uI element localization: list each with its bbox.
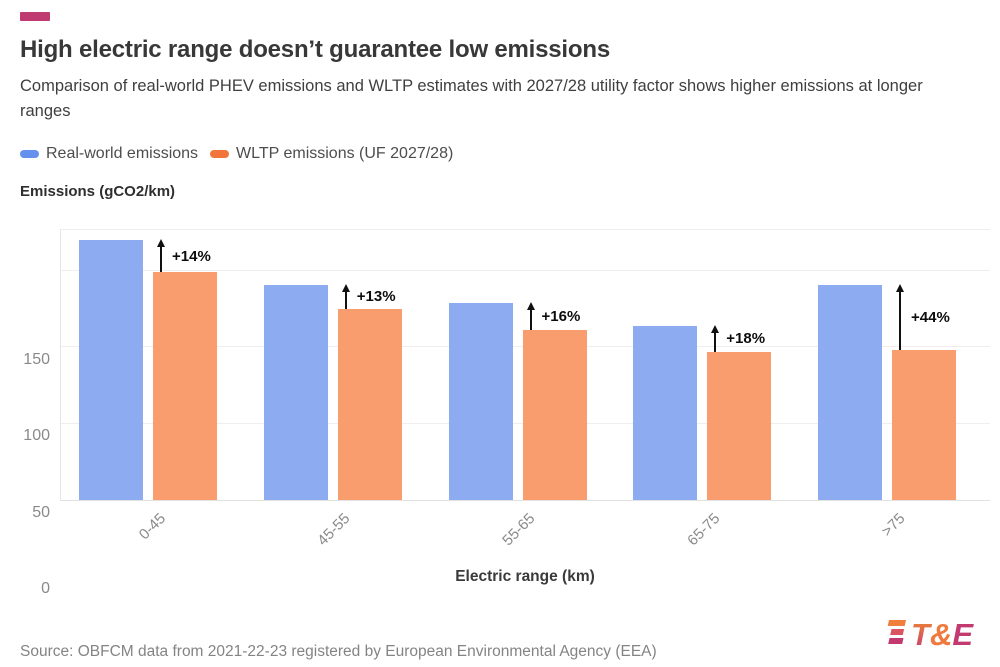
legend-label-real-world: Real-world emissions bbox=[46, 145, 199, 162]
bar-wltp-55-65 bbox=[522, 330, 587, 500]
y-tick-label-150: 150 bbox=[23, 350, 50, 368]
up-arrow-icon bbox=[157, 239, 165, 273]
source-note: Source: OBFCM data from 2021-22-23 regis… bbox=[20, 643, 657, 660]
bar-group-65-75: +18% bbox=[633, 230, 772, 500]
annotation-label-45-55: +13% bbox=[356, 288, 396, 306]
bar-wltp-45-55 bbox=[337, 309, 402, 500]
plot-area: +14% +13% +16% +18% +44% bbox=[60, 229, 990, 501]
bar-group->75: +44% bbox=[818, 230, 956, 500]
annotation-label-0-45: +14% bbox=[172, 247, 211, 265]
accent-dash bbox=[20, 12, 50, 21]
page-subtitle: Comparison of real-world PHEV emissions … bbox=[20, 77, 923, 120]
arrow-head bbox=[896, 283, 904, 292]
annotation-65-75: +18% bbox=[711, 324, 766, 352]
logo-mark bbox=[887, 620, 906, 644]
bar-wltp->75 bbox=[892, 350, 956, 500]
annotation-label->75: +44% bbox=[911, 308, 950, 326]
y-tick-label-50: 50 bbox=[32, 503, 50, 521]
bar-chart: +14% +13% +16% +18% +44% Electric range (km)… bbox=[0, 229, 1000, 597]
arrow-shaft bbox=[899, 289, 901, 351]
bar-real-world-55-65 bbox=[448, 302, 513, 500]
arrow-shaft bbox=[714, 330, 717, 352]
annotation-label-65-75: +18% bbox=[726, 330, 766, 348]
up-arrow-icon bbox=[896, 283, 904, 351]
bar-wltp-0-45 bbox=[153, 272, 217, 500]
up-arrow-icon bbox=[711, 324, 720, 352]
legend-marker-real-world bbox=[20, 150, 39, 158]
bar-real-world-45-55 bbox=[263, 284, 328, 500]
y-tick-label-0: 0 bbox=[41, 580, 50, 597]
x-tick-text-55-65: 55-65 bbox=[499, 510, 539, 550]
bar-group-45-55: +13% bbox=[263, 230, 402, 500]
annotation->75: +44% bbox=[896, 283, 950, 351]
page-title: High electric range doesn’t guarantee lo… bbox=[20, 36, 610, 63]
bar-wltp-65-75 bbox=[707, 351, 772, 500]
legend-marker-wltp bbox=[210, 150, 230, 158]
up-arrow-icon bbox=[341, 283, 350, 309]
legend-item-wltp: WLTP emissions (UF 2027/28) bbox=[210, 145, 453, 163]
x-tick-text-0-45: 0-45 bbox=[135, 510, 170, 544]
annotation-45-55: +13% bbox=[341, 283, 396, 309]
logo-text: T&E bbox=[911, 617, 974, 652]
up-arrow-icon bbox=[526, 301, 535, 331]
arrow-head bbox=[711, 324, 720, 333]
x-tick-text-65-75: 65-75 bbox=[684, 510, 724, 550]
annotation-55-65: +16% bbox=[526, 301, 581, 331]
bar-real-world-65-75 bbox=[633, 325, 698, 500]
x-tick-text->75: >75 bbox=[878, 510, 909, 541]
arrow-head bbox=[157, 239, 165, 248]
arrow-head bbox=[526, 301, 535, 310]
y-tick-label-100: 100 bbox=[23, 427, 50, 445]
x-axis-title: Electric range (km) bbox=[455, 568, 595, 585]
tne-logo: T&E bbox=[887, 617, 974, 652]
bar-real-world->75 bbox=[818, 284, 882, 500]
x-tick-text-45-55: 45-55 bbox=[314, 510, 354, 550]
gridline-150 bbox=[61, 269, 990, 271]
chart-legend: Real-world emissions WLTP emissions (UF … bbox=[20, 145, 453, 163]
arrow-shaft bbox=[160, 245, 162, 273]
annotation-0-45: +14% bbox=[157, 239, 211, 273]
legend-item-real-world: Real-world emissions bbox=[20, 145, 198, 163]
arrow-shaft bbox=[529, 307, 532, 331]
arrow-shaft bbox=[344, 289, 347, 309]
legend-label-wltp: WLTP emissions (UF 2027/28) bbox=[236, 145, 454, 162]
bar-group-55-65: +16% bbox=[448, 230, 587, 500]
y-axis-title: Emissions (gCO2/km) bbox=[20, 183, 176, 200]
bar-real-world-0-45 bbox=[79, 240, 143, 500]
annotation-label-55-65: +16% bbox=[541, 308, 581, 326]
bar-group-0-45: +14% bbox=[79, 230, 217, 500]
arrow-head bbox=[341, 283, 350, 292]
